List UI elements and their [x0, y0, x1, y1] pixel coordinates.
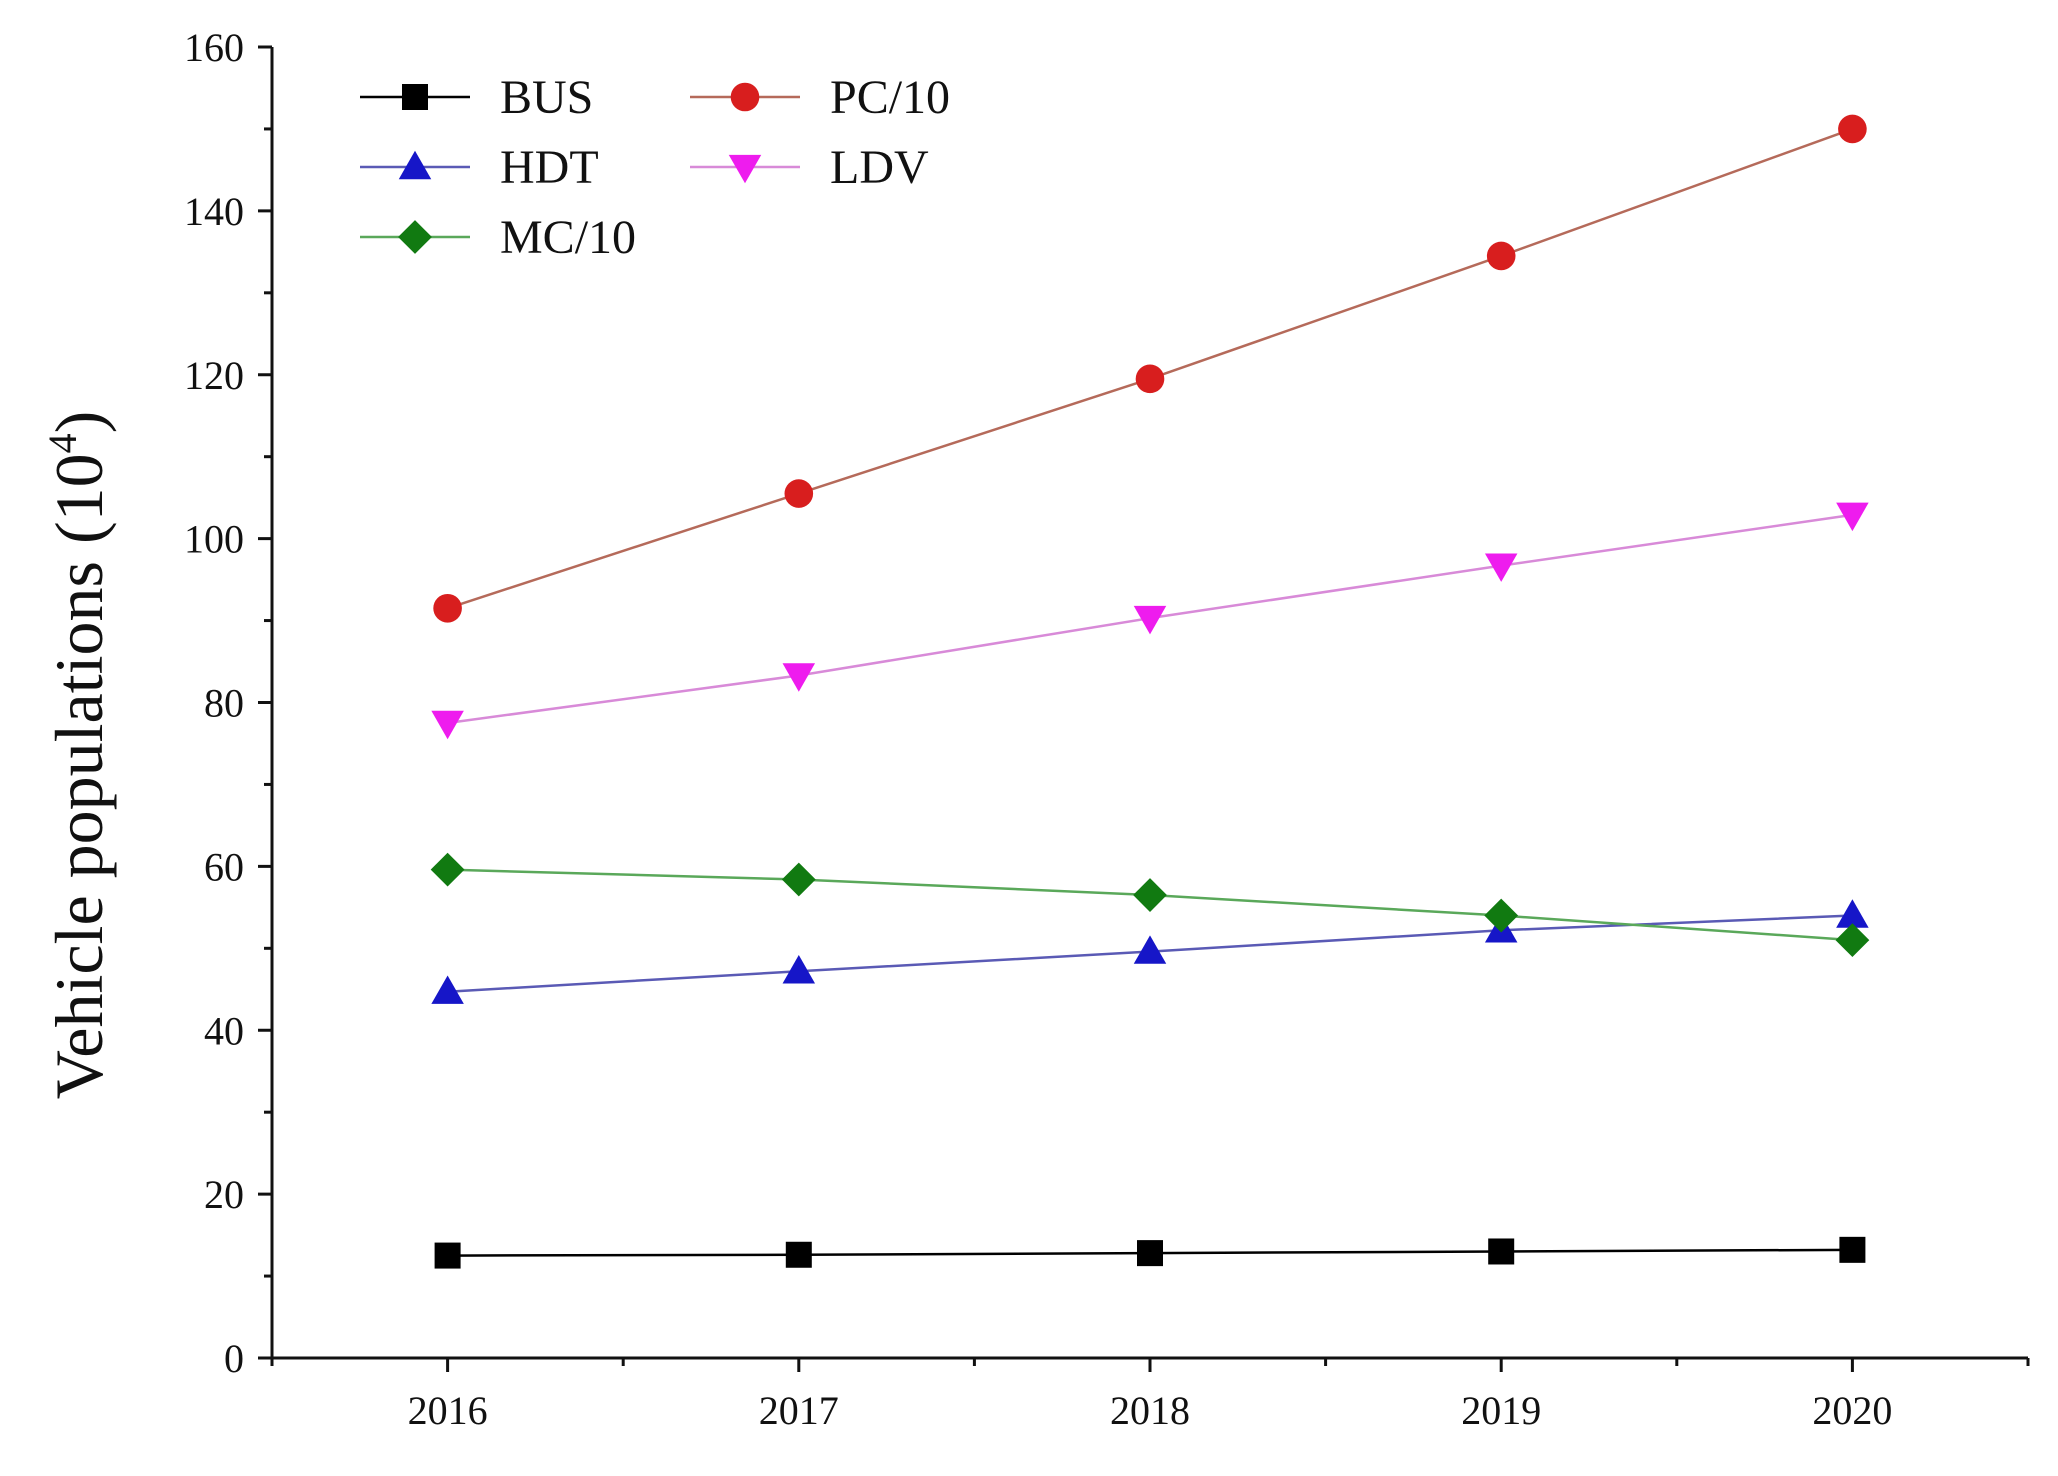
legend-marker-bus: [402, 84, 428, 110]
data-point-bus-2016: [434, 1242, 461, 1269]
data-point-bus-2018: [1137, 1240, 1163, 1267]
y-tick-label-0: 0: [224, 1336, 244, 1381]
data-point-pc-10-2017: [784, 479, 814, 508]
data-point-mc-10-2019: [1484, 898, 1519, 933]
data-point-pc-10-2016: [433, 593, 462, 623]
data-point-pc-10-2020: [1838, 114, 1867, 144]
x-tick-label-2017: 2017: [759, 1388, 839, 1433]
axes: 0 20 40 60 80 100 120 140 160 2016 2017 2018 2019 202…: [184, 25, 2030, 1433]
data-point-pc-10-2018: [1135, 364, 1165, 394]
x-tick-label-2018: 2018: [1110, 1388, 1190, 1433]
legend-label-pc-10: PC/10: [830, 71, 950, 124]
x-tick-label-2016: 2016: [408, 1388, 488, 1433]
x-tick-label-2019: 2019: [1461, 1388, 1541, 1433]
data-point-ldv-2020: [1836, 502, 1869, 532]
legend-marker-pc-10: [730, 82, 760, 112]
data-point-ldv-2018: [1133, 605, 1167, 635]
y-tick-label-140: 140: [184, 189, 244, 234]
data-point-bus-2019: [1488, 1238, 1515, 1265]
y-tick-label-40: 40: [204, 1008, 244, 1053]
data-point-bus-2017: [785, 1241, 812, 1268]
legend: BUS PC/10 HDT LDV MC/10: [360, 71, 950, 264]
legend-item-pc-10: PC/10: [690, 71, 950, 124]
legend-marker-ldv: [728, 154, 762, 184]
legend-label-mc-10: MC/10: [500, 211, 636, 264]
data-point-pc-10-2019: [1486, 241, 1516, 271]
legend-item-ldv: LDV: [690, 141, 929, 194]
data-point-hdt-2016: [431, 975, 464, 1004]
legend-item-hdt: HDT: [360, 141, 599, 194]
data-point-mc-10-2017: [781, 862, 816, 897]
legend-item-bus: BUS: [360, 71, 593, 124]
data-point-ldv-2019: [1484, 553, 1518, 582]
legend-label-hdt: HDT: [500, 141, 599, 194]
legend-item-mc-10: MC/10: [360, 211, 636, 264]
data-point-bus-2020: [1839, 1236, 1866, 1263]
data-point-hdt-2020: [1836, 899, 1869, 928]
data-point-mc-10-2016: [430, 852, 465, 887]
y-tick-label-60: 60: [204, 844, 244, 889]
data-point-ldv-2017: [782, 663, 816, 692]
y-tick-label-160: 160: [184, 25, 244, 70]
y-tick-label-80: 80: [204, 681, 244, 726]
x-tick-label-2020: 2020: [1812, 1388, 1892, 1433]
data-point-hdt-2018: [1133, 935, 1167, 964]
y-tick-label-20: 20: [204, 1172, 244, 1217]
data-point-mc-10-2020: [1835, 923, 1870, 958]
data-point-ldv-2016: [431, 710, 464, 740]
y-axis-title-main: Vehicle populations (10: [41, 453, 117, 1099]
y-axis-title: Vehicle populations (104): [40, 411, 117, 1100]
y-axis-title-superscript: 4: [40, 433, 85, 453]
legend-marker-mc-10: [398, 220, 432, 254]
legend-label-ldv: LDV: [830, 141, 929, 194]
y-tick-label-120: 120: [184, 353, 244, 398]
y-tick-label-100: 100: [184, 517, 244, 562]
legend-label-bus: BUS: [500, 71, 593, 124]
legend-marker-hdt: [398, 150, 432, 180]
series-lines: [447, 127, 1853, 1257]
series-markers: [430, 114, 1870, 1269]
data-point-hdt-2017: [782, 955, 816, 984]
y-axis-title-suffix: ): [41, 411, 117, 434]
data-point-mc-10-2018: [1133, 878, 1167, 912]
